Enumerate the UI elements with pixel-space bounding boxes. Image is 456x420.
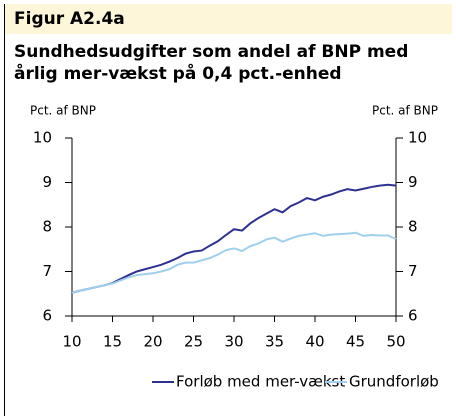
y-axis-label: Pct. af BNP xyxy=(30,104,96,118)
y-tick-label: 7 xyxy=(42,262,52,280)
legend-label: Grundforløb xyxy=(349,373,439,391)
y2-tick-label: 6 xyxy=(408,307,418,325)
y-tick-label: 8 xyxy=(42,218,52,236)
series-line xyxy=(71,231,397,294)
x-tick-label: 45 xyxy=(346,333,365,351)
x-tick-label: 30 xyxy=(224,333,243,351)
chart-subtitle: årlig mer-vækst på 0,4 pct.-enhed xyxy=(14,62,342,84)
x-tick-label: 20 xyxy=(143,333,162,351)
x-tick-label: 25 xyxy=(184,333,203,351)
y-tick-label: 10 xyxy=(33,129,52,147)
y2-tick-label: 8 xyxy=(408,218,418,236)
legend-label: Forløb med mer-vækst xyxy=(176,373,345,391)
x-tick-label: 10 xyxy=(62,333,81,351)
x-tick-label: 15 xyxy=(103,333,122,351)
x-tick-label: 35 xyxy=(265,333,284,351)
y-tick-label: 9 xyxy=(42,173,52,191)
x-tick-label: 50 xyxy=(386,333,405,351)
figure-label: Figur A2.4a xyxy=(14,9,125,29)
series-line xyxy=(71,183,397,294)
y2-tick-label: 10 xyxy=(408,129,427,147)
header-band xyxy=(4,4,452,34)
x-tick-label: 40 xyxy=(305,333,324,351)
y2-tick-label: 9 xyxy=(408,173,418,191)
chart-title: Sundhedsudgifter som andel af BNP med xyxy=(14,42,408,62)
y2-axis-label: Pct. af BNP xyxy=(372,104,438,118)
y2-tick-label: 7 xyxy=(408,262,418,280)
y-tick-label: 6 xyxy=(42,307,52,325)
